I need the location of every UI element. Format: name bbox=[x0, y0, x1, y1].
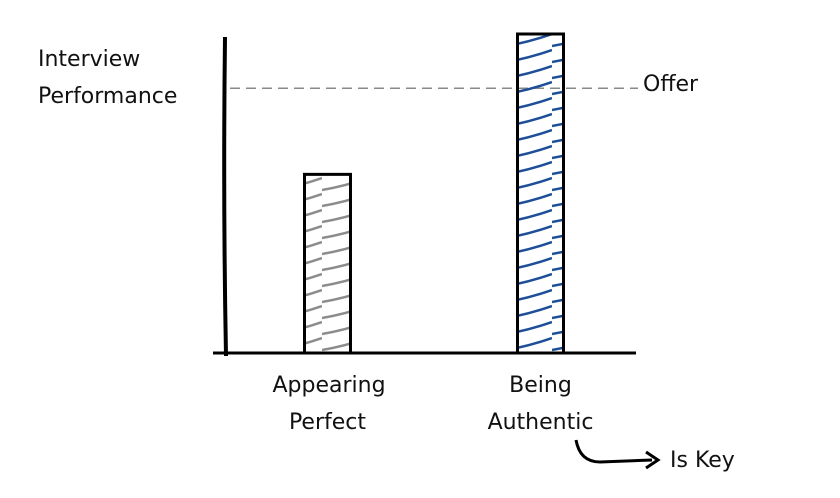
annotation-arrow bbox=[574, 439, 653, 464]
annotation: Is Key bbox=[670, 448, 735, 473]
reference-label: Offer bbox=[643, 72, 699, 97]
arrow-head bbox=[645, 450, 661, 470]
y-axis bbox=[222, 36, 228, 357]
x-tick-label: Appearing Perfect bbox=[272, 373, 386, 435]
y-axis-label: Interview bbox=[38, 47, 140, 72]
bar bbox=[303, 172, 352, 355]
bar bbox=[516, 32, 565, 355]
y-axis-label: Performance bbox=[38, 84, 177, 109]
x-tick-label: Being Authentic bbox=[487, 373, 594, 435]
